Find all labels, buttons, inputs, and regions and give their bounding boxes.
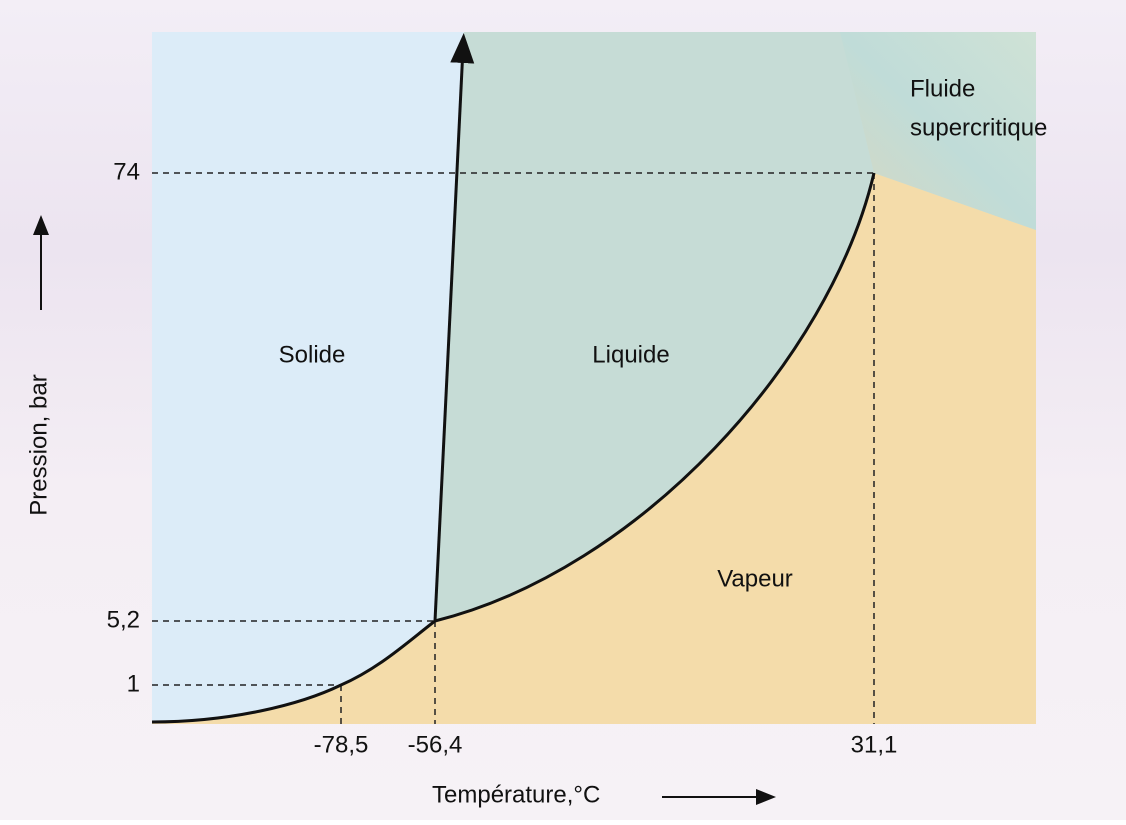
region-label: Vapeur: [717, 565, 793, 592]
melting-line: [433, 33, 475, 622]
guide-lines: [152, 172, 875, 724]
y-tick-label: 74: [113, 158, 140, 185]
region-label: supercritique: [910, 114, 1047, 141]
supercritical-region: [840, 32, 1036, 230]
region-label: Liquide: [592, 341, 669, 368]
vapor-region: [152, 173, 1036, 724]
y-axis-label: Pression, bar: [25, 374, 52, 515]
x-axis-label: Température,°C: [432, 781, 600, 808]
y-tick-label: 1: [127, 670, 140, 697]
x-tick-label: -56,4: [408, 731, 463, 758]
x-tick-label: 31,1: [851, 731, 898, 758]
region-label: Solide: [279, 341, 346, 368]
y-tick-label: 5,2: [107, 606, 140, 633]
x-tick-label: -78,5: [314, 731, 369, 758]
region-label: Fluide: [910, 75, 975, 102]
